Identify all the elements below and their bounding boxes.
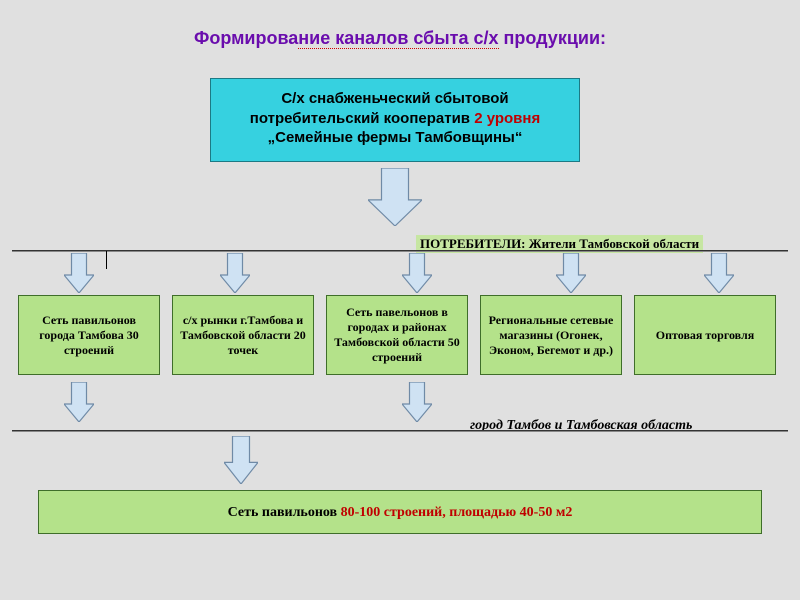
- channel-box-3: Сеть павельонов в городах и районах Тамб…: [326, 295, 468, 375]
- title-suffix: продукции:: [499, 28, 606, 48]
- arrow-down-main: [368, 168, 422, 226]
- cooperative-box: С/х снабженьческий сбытовой потребительс…: [210, 78, 580, 162]
- arrow-down-from-box-3: [402, 382, 432, 422]
- channel-box-5: Оптовая торговля: [634, 295, 776, 375]
- coop-line3: „Семейные фермы Тамбовщины“: [225, 128, 565, 148]
- arrow-down-to-box-3: [402, 253, 432, 293]
- arrow-down-to-box-1: [64, 253, 94, 293]
- arrow-down-to-box-5: [704, 253, 734, 293]
- coop-line1: С/х снабженьческий сбытовой: [225, 89, 565, 109]
- result-red: 80-100 строений, площадью 40-50 м2: [341, 505, 573, 520]
- title-prefix: Формирова: [194, 28, 298, 48]
- title-underlined: ние каналов сбыта с/х: [298, 28, 498, 49]
- result-box: Сеть павильонов 80-100 строений, площадь…: [38, 490, 762, 534]
- rule-consumers: [12, 250, 788, 252]
- channel-box-2: с/х рынки г.Тамбова и Тамбовской области…: [172, 295, 314, 375]
- channels-row: Сеть павильонов города Тамбова 30 строен…: [18, 295, 782, 375]
- channel-box-1: Сеть павильонов города Тамбова 30 строен…: [18, 295, 160, 375]
- page-title: Формирование каналов сбыта с/х продукции…: [0, 0, 800, 49]
- coop-line2: потребительский кооператив 2 уровня: [225, 109, 565, 129]
- arrow-down-mid: [224, 436, 258, 484]
- channel-box-4: Региональные сетевые магазины (Огонек, Э…: [480, 295, 622, 375]
- arrow-down-from-box-1: [64, 382, 94, 422]
- arrow-down-to-box-2: [220, 253, 250, 293]
- text-cursor: [106, 251, 107, 269]
- result-prefix: Сеть павильонов: [228, 505, 341, 520]
- coop-line2-prefix: потребительский кооператив: [250, 110, 474, 127]
- arrow-down-to-box-4: [556, 253, 586, 293]
- coop-line2-red: 2 уровня: [474, 110, 540, 127]
- rule-region: [12, 430, 788, 432]
